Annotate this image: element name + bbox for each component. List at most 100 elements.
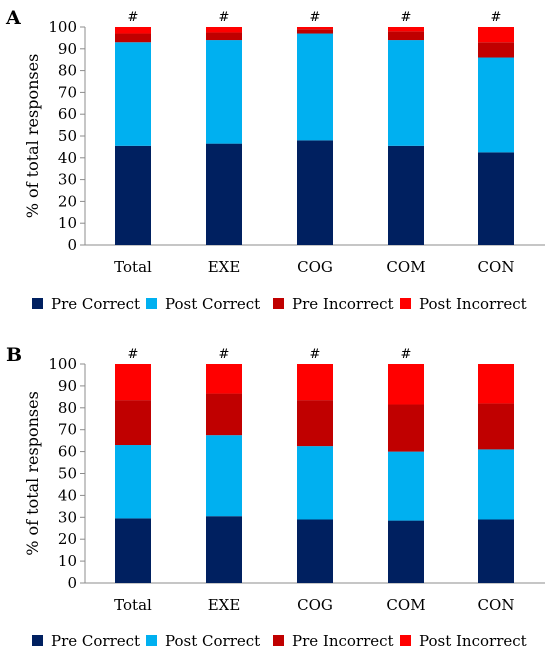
panel-b-bar-com-pre-incorrect — [388, 404, 424, 452]
panel-a-significance-mark: # — [219, 10, 230, 25]
panel-b-bar-total-pre-correct — [115, 518, 151, 583]
panel-a-bar-total-post-correct — [115, 42, 151, 146]
panel-b-bar-com-post-correct — [388, 451, 424, 521]
panel-b-bar-com-post-incorrect — [388, 364, 424, 405]
panel-a-y-tick-label: 60 — [58, 105, 77, 123]
panel-b-y-tick-label: 50 — [58, 465, 77, 483]
panel-a-bar-cog-pre-incorrect — [297, 29, 333, 34]
panel-b-bar-total-pre-incorrect — [115, 400, 151, 446]
panel-b-y-tick-label: 90 — [58, 377, 77, 395]
panel-a-bar-com-pre-correct — [388, 145, 424, 245]
panel-a-y-tick-label: 70 — [58, 83, 77, 101]
panel-b-y-tick-label: 30 — [58, 508, 77, 526]
panel-b-y-tick-label: 70 — [58, 421, 77, 439]
panel-a-x-tick-label: COM — [386, 258, 425, 276]
panel-a-bar-exe-post-incorrect — [206, 27, 242, 33]
panel-b-significance-mark: # — [401, 347, 412, 362]
panel-b-y-tick-label: 10 — [58, 552, 77, 570]
panel-a-bar-exe-pre-incorrect — [206, 32, 242, 41]
panel-a-bar-com-pre-incorrect — [388, 31, 424, 41]
panel-a-y-tick-label: 50 — [58, 127, 77, 145]
panel-b-bar-cog-post-correct — [297, 446, 333, 520]
panel-b-x-tick-label: COG — [297, 596, 333, 614]
panel-a-legend-label: Pre Correct — [51, 295, 140, 313]
panel-b-y-tick-label: 40 — [58, 486, 77, 504]
panel-b-bar-con-post-incorrect — [478, 364, 514, 404]
panel-b-y-axis-title: % of total responses — [23, 391, 42, 556]
panel-b-bar-total-post-incorrect — [115, 364, 151, 401]
panel-b-bar-exe-pre-correct — [206, 516, 242, 583]
panel-a-bar-con-pre-incorrect — [478, 42, 514, 58]
panel-a-bar-exe-post-correct — [206, 40, 242, 144]
panel-b-significance-mark: # — [128, 347, 139, 362]
panel-b-bar-cog-pre-incorrect — [297, 400, 333, 447]
panel-b-legend-label: Post Correct — [165, 632, 260, 650]
panel-a-legend-swatch — [32, 298, 43, 309]
panel-a-y-tick-label: 100 — [48, 18, 77, 36]
panel-b-bar-cog-pre-correct — [297, 519, 333, 583]
panel-b-x-tick-label: Total — [114, 596, 152, 614]
panel-b-legend-swatch — [400, 635, 411, 646]
panel-a-y-tick-label: 10 — [58, 214, 77, 232]
panel-a-y-tick-label: 0 — [67, 236, 77, 254]
panel-b-legend-label: Post Incorrect — [419, 632, 527, 650]
panel-b-x-tick-label: CON — [478, 596, 515, 614]
panel-a-bar-con-post-correct — [478, 57, 514, 153]
panel-b-bar-cog-post-incorrect — [297, 364, 333, 401]
panel-a-legend-swatch — [400, 298, 411, 309]
panel-a-legend-label: Pre Incorrect — [292, 295, 394, 313]
panel-a-legend-swatch — [146, 298, 157, 309]
panel-a-y-tick-label: 40 — [58, 149, 77, 167]
panel-a-x-tick-label: EXE — [208, 258, 241, 276]
panel-a-bar-cog-post-correct — [297, 33, 333, 141]
panel-a-significance-mark: # — [491, 10, 502, 25]
panel-b-x-tick-label: EXE — [208, 596, 241, 614]
panel-b-legend-swatch — [32, 635, 43, 646]
panel-a-bar-com-post-incorrect — [388, 27, 424, 32]
panel-a-x-tick-label: CON — [478, 258, 515, 276]
panel-b-y-tick-label: 0 — [67, 574, 77, 592]
panel-a-x-tick-label: COG — [297, 258, 333, 276]
panel-b-y-tick-label: 20 — [58, 530, 77, 548]
panel-b-label: B — [6, 344, 22, 366]
panel-b-bar-con-pre-incorrect — [478, 403, 514, 450]
panel-a-bar-con-post-incorrect — [478, 27, 514, 43]
panel-a-bar-cog-post-incorrect — [297, 27, 333, 30]
panel-b-bar-total-post-correct — [115, 445, 151, 519]
panel-b-legend-label: Pre Correct — [51, 632, 140, 650]
panel-a-label: A — [5, 7, 21, 29]
panel-b-y-tick-label: 60 — [58, 443, 77, 461]
panel-b-legend-label: Pre Incorrect — [292, 632, 394, 650]
panel-a-significance-mark: # — [310, 10, 321, 25]
panel-a-bar-com-post-correct — [388, 40, 424, 146]
panel-a-y-tick-label: 80 — [58, 62, 77, 80]
panel-b-bar-exe-post-correct — [206, 435, 242, 517]
panel-b-bar-exe-post-incorrect — [206, 364, 242, 394]
panel-a-y-tick-label: 20 — [58, 192, 77, 210]
panel-a-legend-label: Post Correct — [165, 295, 260, 313]
panel-b-bar-exe-pre-incorrect — [206, 393, 242, 436]
panel-b-legend-swatch — [146, 635, 157, 646]
panel-b-bar-con-post-correct — [478, 449, 514, 520]
panel-b-y-tick-label: 100 — [48, 355, 77, 373]
panel-a-y-tick-label: 90 — [58, 40, 77, 58]
panel-b-legend-swatch — [273, 635, 284, 646]
panel-a-bar-total-pre-incorrect — [115, 33, 151, 43]
panel-a-bar-cog-pre-correct — [297, 140, 333, 245]
panel-b-bar-con-pre-correct — [478, 519, 514, 583]
panel-a-bar-total-pre-correct — [115, 145, 151, 245]
panel-a-bar-exe-pre-correct — [206, 143, 242, 245]
panel-a-bar-con-pre-correct — [478, 152, 514, 245]
panel-a-bar-total-post-incorrect — [115, 27, 151, 34]
panel-b-significance-mark: # — [310, 347, 321, 362]
panel-a-significance-mark: # — [128, 10, 139, 25]
panel-b-significance-mark: # — [219, 347, 230, 362]
panel-a-significance-mark: # — [401, 10, 412, 25]
panel-a-legend-swatch — [273, 298, 284, 309]
panel-a-y-tick-label: 30 — [58, 171, 77, 189]
panel-b-y-tick-label: 80 — [58, 399, 77, 417]
panel-a-legend-label: Post Incorrect — [419, 295, 527, 313]
panel-b-bar-com-pre-correct — [388, 520, 424, 583]
panel-b-x-tick-label: COM — [386, 596, 425, 614]
